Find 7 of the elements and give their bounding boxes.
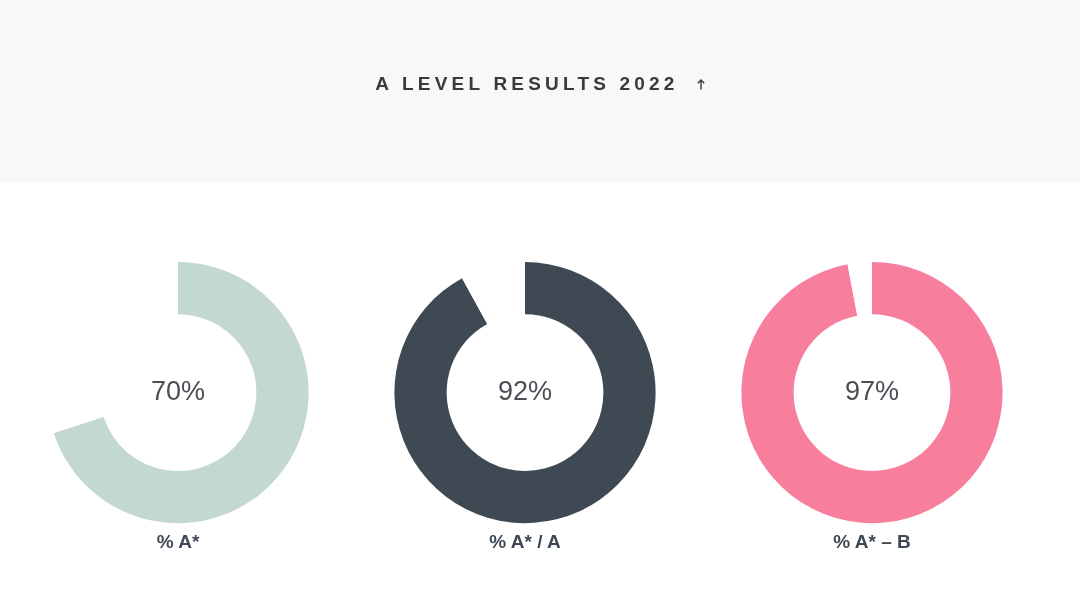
data-label: 97% [844,376,900,407]
data-label: 92% [497,376,553,407]
data-label: 70% [150,376,206,407]
text: A LEVEL RESULTS 2022 [375,73,679,94]
text: % A* – B [833,530,911,552]
text: % A* [156,530,200,552]
text: % A* / A [489,530,561,552]
